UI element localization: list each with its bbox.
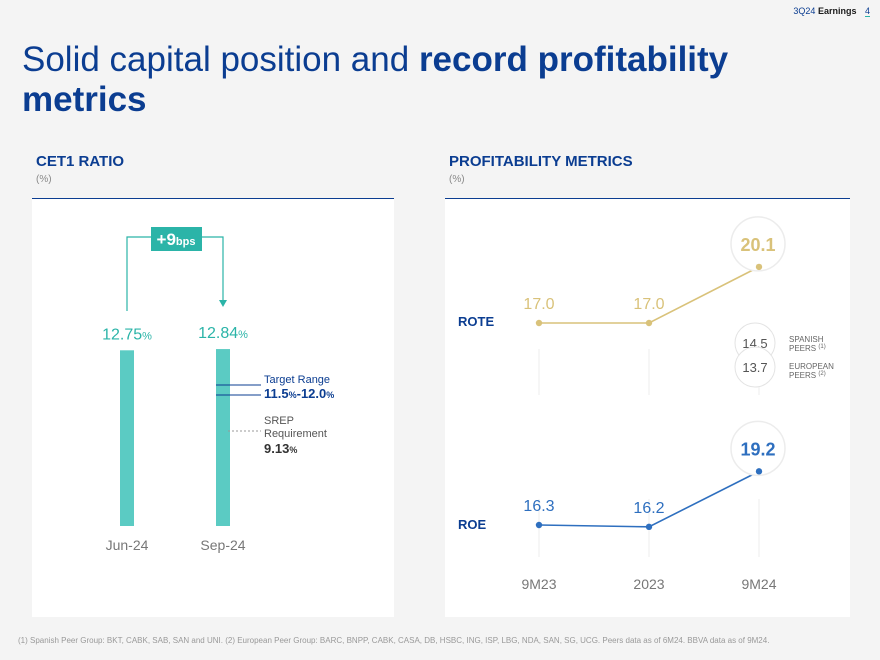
cet1-value-label: 12.84% [198,325,248,342]
cet1-bars: 12.75% Jun-24 12.84% Sep-24 [102,325,248,553]
rote-point [645,319,653,327]
srep-number: 9.13 [264,441,289,456]
page-title-bold: record profitability metrics [22,40,729,119]
cet1-panel: +9bps 12.75% Jun-24 12.84% Sep-24 Target Ra… [32,199,394,617]
cet1-value-number: 12.84 [198,325,238,342]
page-number: 4 [864,6,870,17]
rote-value-label: 17.0 [523,296,554,313]
european-peers-note: (2) [818,371,825,377]
change-value: +9 [157,230,176,249]
profitability-unit: (%) [449,174,465,185]
cet1-category-label: Sep-24 [200,537,245,553]
rote-point [535,319,543,327]
change-unit: bps [176,236,196,248]
cet1-value-number: 12.75 [102,326,142,343]
target-range-high: 12.0 [301,386,326,401]
page-title-regular: Solid capital position and [22,40,419,79]
report-period: 3Q24 [793,6,816,16]
cet1-bar-sep-24 [216,349,230,526]
profitability-chart: ROTE 17.0 17.0 20.1 ROE 16.3 16.2 19.2 9M23 2023 9… [458,216,834,592]
target-range-pct-1: % [289,390,297,400]
profitability-heading: PROFITABILITY METRICS [449,153,633,170]
page-title: Solid capital position and record profit… [22,40,862,120]
european-peers-label-2: PEERS (2) [789,371,826,380]
page-header: 3Q24 Earnings 4 [793,6,870,17]
spanish-peers-note: (1) [818,344,825,350]
spanish-peers-label-2: PEERS (1) [789,344,826,353]
rote-point [755,263,763,271]
european-peers-label-1: EUROPEAN [789,362,834,371]
cet1-category-label: Jun-24 [106,537,149,553]
target-range-label: Target Range [264,374,330,386]
period-label: 9M23 [521,576,556,592]
roe-series-label: ROE [458,517,487,532]
roe-point [645,523,653,531]
roe-point [755,468,763,475]
period-label: 9M24 [741,576,776,592]
rote-value-label: 20.1 [740,235,775,255]
target-range-value: 11.5%-12.0% [264,386,334,401]
srep-label-1: SREP [264,415,294,427]
rote-value-label: 17.0 [633,296,664,313]
cet1-heading: CET1 RATIO [36,153,125,170]
cet1-bar-jun-24 [120,350,134,526]
period-label: 2023 [633,576,664,592]
cet1-value-pct: % [238,329,248,341]
roe-highlight-circle [730,420,786,477]
srep-value: 9.13% [264,441,297,456]
european-peers-word: PEERS [789,371,816,380]
spanish-peers-value: 14.5 [742,336,767,351]
roe-value-label: 16.2 [633,500,664,517]
spanish-peers-word: PEERS [789,344,816,353]
profitability-divider [445,198,850,199]
change-arrow-icon [219,300,227,307]
rote-line [539,266,760,324]
change-text: +9bps [157,230,196,249]
cet1-value-pct: % [142,330,152,342]
european-peers-circle [734,346,776,388]
target-range-low: 11.5 [264,386,289,401]
cet1-unit: (%) [36,174,52,185]
rote-highlight-circle [730,216,786,272]
cet1-divider [32,198,394,199]
footnote: (1) Spanish Peer Group: BKT, CABK, SAB, … [18,636,770,645]
srep-label-2: Requirement [264,428,327,440]
profitability-panel: ROTE 17.0 17.0 20.1 ROE 16.3 16.2 19.2 9M23 2023 9… [445,199,850,617]
spanish-peers-label-1: SPANISH [789,335,824,344]
roe-point [535,521,543,529]
change-badge [151,227,202,251]
target-range-pct-2: % [326,390,334,400]
srep-pct: % [289,445,297,455]
rote-series-label: ROTE [458,314,494,329]
roe-value-label: 19.2 [740,439,775,459]
profitability-series: ROTE 17.0 17.0 20.1 ROE 16.3 16.2 19.2 9M23 2023 9… [458,216,786,592]
report-type: Earnings [817,6,857,16]
cet1-value-label: 12.75% [102,326,152,343]
cet1-chart: +9bps 12.75% Jun-24 12.84% Sep-24 Target Ra… [102,227,334,553]
roe-value-label: 16.3 [523,498,554,515]
european-peers-value: 13.7 [742,360,767,375]
